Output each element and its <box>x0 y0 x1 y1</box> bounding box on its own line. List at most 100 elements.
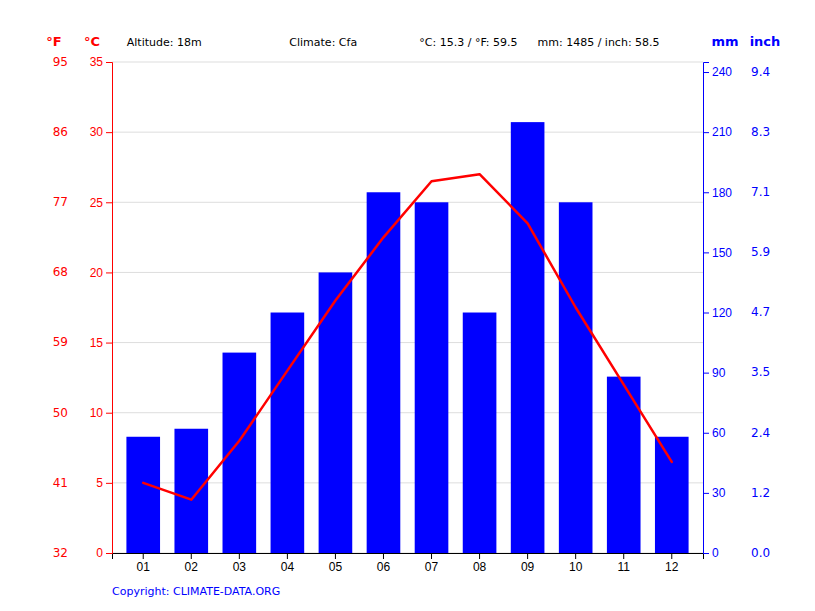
tick-mark <box>703 72 709 73</box>
tick-label: 10 <box>569 560 583 574</box>
tick: 09 <box>521 553 535 574</box>
tick-label: 120 <box>712 306 732 320</box>
tick-mark <box>287 553 288 559</box>
tick: 0 <box>703 546 719 560</box>
bar <box>319 272 353 553</box>
tick-mark <box>703 252 709 253</box>
annotation: mm: 1485 / inch: 58.5 <box>538 36 660 49</box>
tick: 30 <box>703 486 726 500</box>
inch-label: 5.9 <box>751 245 770 259</box>
tick: 150 <box>703 246 732 260</box>
tick-mark <box>527 553 528 559</box>
bar <box>271 313 305 553</box>
tick: 10 <box>90 406 112 420</box>
inch-label: 8.3 <box>751 125 770 139</box>
bar <box>463 313 497 553</box>
tick-mark <box>106 483 112 484</box>
tick-label: 25 <box>90 196 104 210</box>
tick: 90 <box>703 366 726 380</box>
tick-label: 11 <box>617 560 630 574</box>
tick: 210 <box>703 125 732 139</box>
tick-mark <box>106 62 112 63</box>
annotation: Altitude: 18m <box>127 36 202 49</box>
plot: 0102030405060708091011123530252015105024… <box>90 55 733 573</box>
unit-label: mm <box>711 34 738 49</box>
tick-label: 150 <box>712 246 732 260</box>
tick-mark <box>335 553 336 559</box>
inch-label: 7.1 <box>751 185 770 199</box>
fahrenheit-label: 41 <box>53 476 68 490</box>
inch-label: 1.2 <box>751 486 770 500</box>
tick-mark <box>671 553 672 559</box>
annotation: Climate: Cfa <box>289 36 357 49</box>
tick-label: 06 <box>377 560 391 574</box>
tick: 5 <box>96 476 112 490</box>
line <box>143 174 672 499</box>
tick: 06 <box>377 553 391 574</box>
axis-line <box>113 554 704 560</box>
tick-label: 05 <box>329 560 343 574</box>
tick-mark <box>703 313 709 314</box>
bar <box>559 202 593 553</box>
tick: 07 <box>425 553 439 574</box>
bar <box>223 353 257 553</box>
tick: 25 <box>90 196 112 210</box>
annotation: °C: 15.3 / °F: 59.5 <box>419 36 517 49</box>
grid-line <box>112 202 703 203</box>
tick-mark <box>703 493 709 494</box>
tick-mark <box>106 343 112 344</box>
tick: 08 <box>473 553 487 574</box>
tick: 180 <box>703 186 732 200</box>
tick-label: 08 <box>473 560 487 574</box>
tick: 15 <box>90 336 112 350</box>
fahrenheit-label: 86 <box>53 125 68 139</box>
tick: 60 <box>703 426 726 440</box>
tick-label: 20 <box>90 266 104 280</box>
tick-label: 04 <box>281 560 295 574</box>
bar <box>126 437 160 553</box>
inch-label: 4.7 <box>751 305 770 319</box>
tick-label: 07 <box>425 560 439 574</box>
grid-line <box>112 272 703 273</box>
tick-mark <box>191 553 192 559</box>
tick: 01 <box>137 553 151 574</box>
tick-mark <box>106 272 112 273</box>
fahrenheit-label: 95 <box>53 55 68 69</box>
tick: 11 <box>617 553 630 574</box>
inch-label: 0.0 <box>751 546 770 560</box>
tick: 120 <box>703 306 732 320</box>
fahrenheit-label: 32 <box>53 546 68 560</box>
tick-label: 30 <box>712 486 726 500</box>
tick-mark <box>703 433 709 434</box>
axis-line <box>704 63 710 554</box>
fahrenheit-label: 50 <box>53 406 68 420</box>
bar <box>655 437 689 553</box>
inch-label: 2.4 <box>751 426 770 440</box>
bar <box>367 192 401 553</box>
tick-label: 12 <box>665 560 679 574</box>
grid-line <box>112 342 703 343</box>
chart: 0102030405060708091011123530252015105024… <box>0 0 815 611</box>
tick-label: 90 <box>712 366 726 380</box>
tick-label: 180 <box>712 186 732 200</box>
tick: 05 <box>329 553 343 574</box>
unit-label: inch <box>750 34 781 49</box>
tick-mark <box>703 132 709 133</box>
tick-label: 01 <box>137 560 151 574</box>
tick: 12 <box>665 553 679 574</box>
tick-mark <box>106 202 112 203</box>
fahrenheit-label: 59 <box>53 335 68 349</box>
tick-mark <box>703 553 709 554</box>
x-axis: 010203040506070809101112 <box>113 553 704 574</box>
unit-label: °C <box>84 34 100 49</box>
tick-label: 15 <box>90 336 104 350</box>
tick: 03 <box>233 553 247 574</box>
tick-mark <box>623 553 624 559</box>
tick-mark <box>575 553 576 559</box>
tick-mark <box>479 553 480 559</box>
tick-label: 210 <box>712 125 732 139</box>
tick: 0 <box>96 546 112 560</box>
tick-label: 60 <box>712 426 726 440</box>
fahrenheit-label: 68 <box>53 265 68 279</box>
tick: 30 <box>90 125 112 139</box>
